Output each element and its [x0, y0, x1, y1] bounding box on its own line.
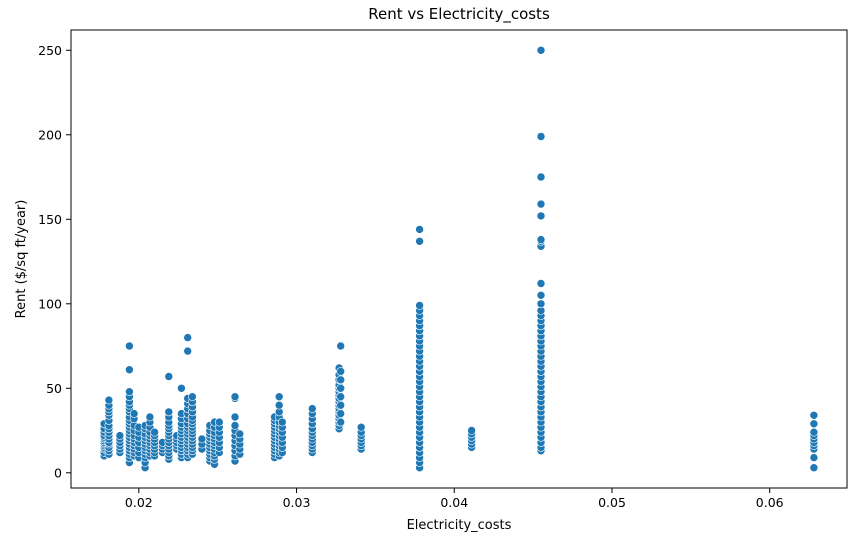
data-point — [536, 235, 546, 244]
data-point — [307, 404, 317, 413]
data-point — [177, 383, 186, 393]
data-point — [809, 410, 819, 420]
y-axis-ticks: 0 50 100 150 200 250 — [38, 43, 71, 480]
data-point — [336, 409, 346, 418]
data-point — [215, 417, 224, 427]
y-tick-label: 100 — [38, 296, 62, 311]
x-tick-label: 0.02 — [125, 495, 153, 510]
data-point — [336, 383, 346, 393]
data-point — [336, 367, 346, 376]
data-point — [336, 375, 346, 385]
x-tick-label: 0.06 — [756, 495, 784, 510]
data-point — [197, 434, 207, 444]
x-axis-ticks: 0.02 0.03 0.04 0.05 0.06 — [125, 488, 784, 510]
data-point — [145, 412, 155, 422]
data-point — [183, 346, 192, 356]
data-point — [415, 301, 424, 310]
data-point — [536, 211, 546, 221]
data-point — [415, 237, 424, 246]
data-point — [536, 45, 546, 55]
data-point — [809, 419, 819, 429]
data-point — [230, 412, 240, 422]
data-point — [467, 426, 476, 435]
data-point — [104, 395, 114, 405]
x-tick-label: 0.04 — [440, 495, 468, 510]
data-point — [277, 417, 287, 427]
y-axis-label: Rent ($/sq ft/year) — [14, 200, 29, 319]
data-point — [183, 333, 192, 342]
y-tick-label: 250 — [38, 43, 62, 58]
data-point — [536, 290, 546, 300]
data-point — [356, 422, 366, 432]
data-point — [164, 407, 174, 417]
data-point — [336, 341, 346, 351]
data-point — [125, 387, 134, 397]
y-tick-label: 0 — [54, 465, 62, 480]
data-point — [336, 392, 346, 402]
data-point — [164, 372, 174, 381]
data-point — [125, 341, 134, 351]
data-point — [274, 400, 284, 410]
plot-frame — [70, 29, 848, 489]
x-tick-label: 0.05 — [598, 495, 626, 510]
data-point — [336, 417, 346, 427]
data-point — [809, 463, 819, 473]
data-points — [99, 45, 819, 473]
data-point — [536, 132, 546, 141]
data-point — [415, 225, 424, 234]
x-axis-label: Electricity_costs — [407, 518, 512, 533]
data-point — [536, 172, 546, 182]
data-point — [336, 400, 346, 410]
data-point — [188, 392, 197, 402]
y-tick-label: 200 — [38, 127, 62, 142]
data-point — [125, 365, 134, 375]
data-point — [809, 453, 819, 462]
data-point — [274, 392, 284, 402]
y-tick-label: 150 — [38, 212, 62, 227]
data-point — [115, 431, 125, 440]
data-point — [235, 429, 245, 439]
data-point — [129, 409, 139, 418]
chart-title: Rent vs Electricity_costs — [368, 5, 550, 24]
data-point — [536, 279, 546, 288]
data-point — [230, 392, 240, 402]
data-point — [809, 427, 819, 437]
y-tick-label: 50 — [46, 381, 62, 396]
data-point — [536, 199, 546, 209]
data-point — [230, 421, 240, 430]
x-tick-label: 0.03 — [283, 495, 311, 510]
data-point — [150, 427, 159, 437]
data-point — [536, 299, 546, 309]
